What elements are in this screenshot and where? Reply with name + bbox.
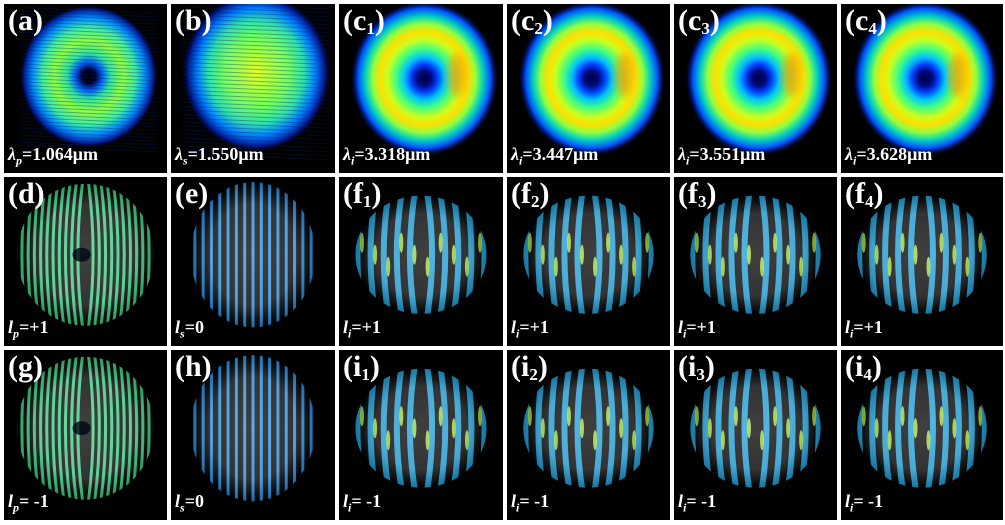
panel-2-0: (g) lp= -1 [4,350,167,520]
beam-profile [20,5,158,148]
beam-profile [685,4,833,157]
panel-1-4: (f3) li=+1 [674,177,837,346]
panel-caption: λi=3.318μm [343,144,431,168]
panel-label: (f1) [343,177,382,211]
panel-caption: li= -1 [845,491,884,515]
panel-image [17,356,154,500]
panel-caption: lp=+1 [8,317,49,341]
panel-caption: λi=3.447μm [511,144,599,168]
panel-image [355,368,487,488]
panel-label: (f4) [845,177,884,211]
beam-profile [350,4,499,157]
panel-caption: λi=3.628μm [845,144,933,168]
panel-label: (b) [175,4,212,37]
panel-label: (f3) [678,177,717,211]
panel-image [190,182,316,328]
panel-2-3: (i2) li= -1 [507,350,670,520]
beam-profile [518,4,666,157]
panel-label: (c3) [678,4,720,38]
panel-caption: li=+1 [511,317,549,341]
panel-0-4: (c3) λi=3.551μm [674,4,837,173]
panel-label: (c1) [343,4,385,38]
beam-profile [182,4,331,152]
panel-caption: λi=3.551μm [678,144,766,168]
panel-image [190,355,316,502]
panel-caption: lp= -1 [8,491,49,515]
panel-image [690,195,821,314]
panel-label: (e) [175,177,209,210]
panel-caption: ls=0 [175,317,204,341]
panel-label: (g) [8,350,43,383]
panel-0-0: (a) λp=1.064μm [4,4,167,173]
panel-image [523,368,654,488]
panel-image [523,195,654,314]
panel-image [857,368,987,488]
panel-caption: li=+1 [678,317,716,341]
panel-image [17,183,154,326]
panel-label: (d) [8,177,45,210]
panel-2-2: (i1) li= -1 [339,350,503,520]
panel-image [685,4,833,157]
panel-1-0: (d) lp=+1 [4,177,167,346]
panel-1-3: (f2) li=+1 [507,177,670,346]
panel-label: (i4) [845,350,882,384]
panel-image [852,4,999,157]
panel-label: (c4) [845,4,887,38]
panel-1-5: (f4) li=+1 [841,177,1003,346]
panel-label: (h) [175,350,212,383]
panel-label: (f2) [511,177,550,211]
panel-caption: li=+1 [845,317,883,341]
panel-image [350,4,499,157]
panel-0-3: (c2) λi=3.447μm [507,4,670,173]
panel-label: (a) [8,4,43,37]
panel-caption: li= -1 [511,491,550,515]
panel-caption: λp=1.064μm [8,144,98,168]
panel-2-1: (h) ls=0 [171,350,335,520]
panel-image [355,195,487,314]
panel-image [518,4,666,157]
beam-profile [852,4,999,157]
panel-label: (i1) [343,350,380,384]
panel-0-5: (c4) λi=3.628μm [841,4,1003,173]
panel-caption: λs=1.550μm [175,144,264,168]
panel-2-5: (i4) li= -1 [841,350,1003,520]
panel-label: (c2) [511,4,553,38]
panel-2-4: (i3) li= -1 [674,350,837,520]
panel-caption: ls=0 [175,491,204,515]
panel-image [20,5,158,153]
panel-caption: li=+1 [343,317,381,341]
panel-image [690,368,821,488]
panel-caption: li= -1 [343,491,382,515]
panel-0-1: (b) λs=1.550μm [171,4,335,173]
panel-label: (i3) [678,350,715,384]
panel-image [182,4,331,161]
panel-label: (i2) [511,350,548,384]
panel-image [857,195,987,314]
panel-caption: li= -1 [678,491,717,515]
panel-1-1: (e) ls=0 [171,177,335,346]
panel-1-2: (f1) li=+1 [339,177,503,346]
panel-0-2: (c1) λi=3.318μm [339,4,503,173]
